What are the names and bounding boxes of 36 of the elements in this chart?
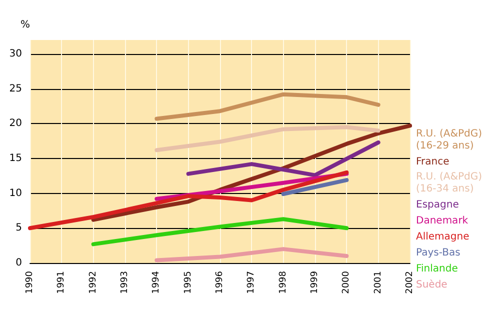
- y-tick-label: 30: [9, 48, 22, 60]
- line-series: [154, 247, 349, 262]
- y-tick-label: 20: [9, 118, 22, 130]
- text: Pays-Bas: [416, 248, 460, 258]
- y-axis-title: %: [20, 20, 30, 30]
- y-tick-label: 0: [16, 258, 22, 268]
- line-series: [154, 92, 380, 121]
- line-series: [154, 125, 380, 152]
- x-tick-label: 1998: [278, 270, 288, 294]
- x-tick-label: 1993: [120, 271, 130, 294]
- line-series: [186, 140, 380, 178]
- line-series: [91, 217, 349, 246]
- x-tick-label: 1992: [88, 271, 98, 294]
- x-tick-label: 1996: [215, 270, 225, 294]
- text: R.U. (A&PdG) (16-34 ans): [416, 172, 486, 194]
- x-tick-label: 1994: [152, 270, 162, 294]
- x-tick-label: 1997: [246, 271, 257, 294]
- x-tick-label: 2000: [342, 270, 352, 294]
- x-tick-label: 2002: [405, 271, 415, 294]
- y-tick-label: 5: [16, 222, 22, 234]
- text: Danemark: [416, 216, 468, 226]
- x-tick-label: 1991: [56, 271, 67, 294]
- text: Finlande: [416, 264, 458, 274]
- y-tick-label: 10: [9, 188, 22, 199]
- x-tick-label: 1995: [183, 271, 194, 294]
- y-tick-label: 15: [9, 152, 22, 164]
- x-tick-label: 1999: [310, 270, 320, 294]
- x-tick-label: 2001: [373, 271, 384, 294]
- text: Suède: [416, 280, 448, 290]
- text: Allemagne: [416, 232, 470, 242]
- x-tick-label: 1990: [25, 270, 35, 294]
- y-tick-label: 25: [9, 83, 22, 94]
- line-series: [28, 170, 349, 230]
- text: R.U. (A&PdG) (16-29 ans): [416, 128, 486, 152]
- text: France: [416, 156, 450, 168]
- text: Espagne: [416, 200, 459, 210]
